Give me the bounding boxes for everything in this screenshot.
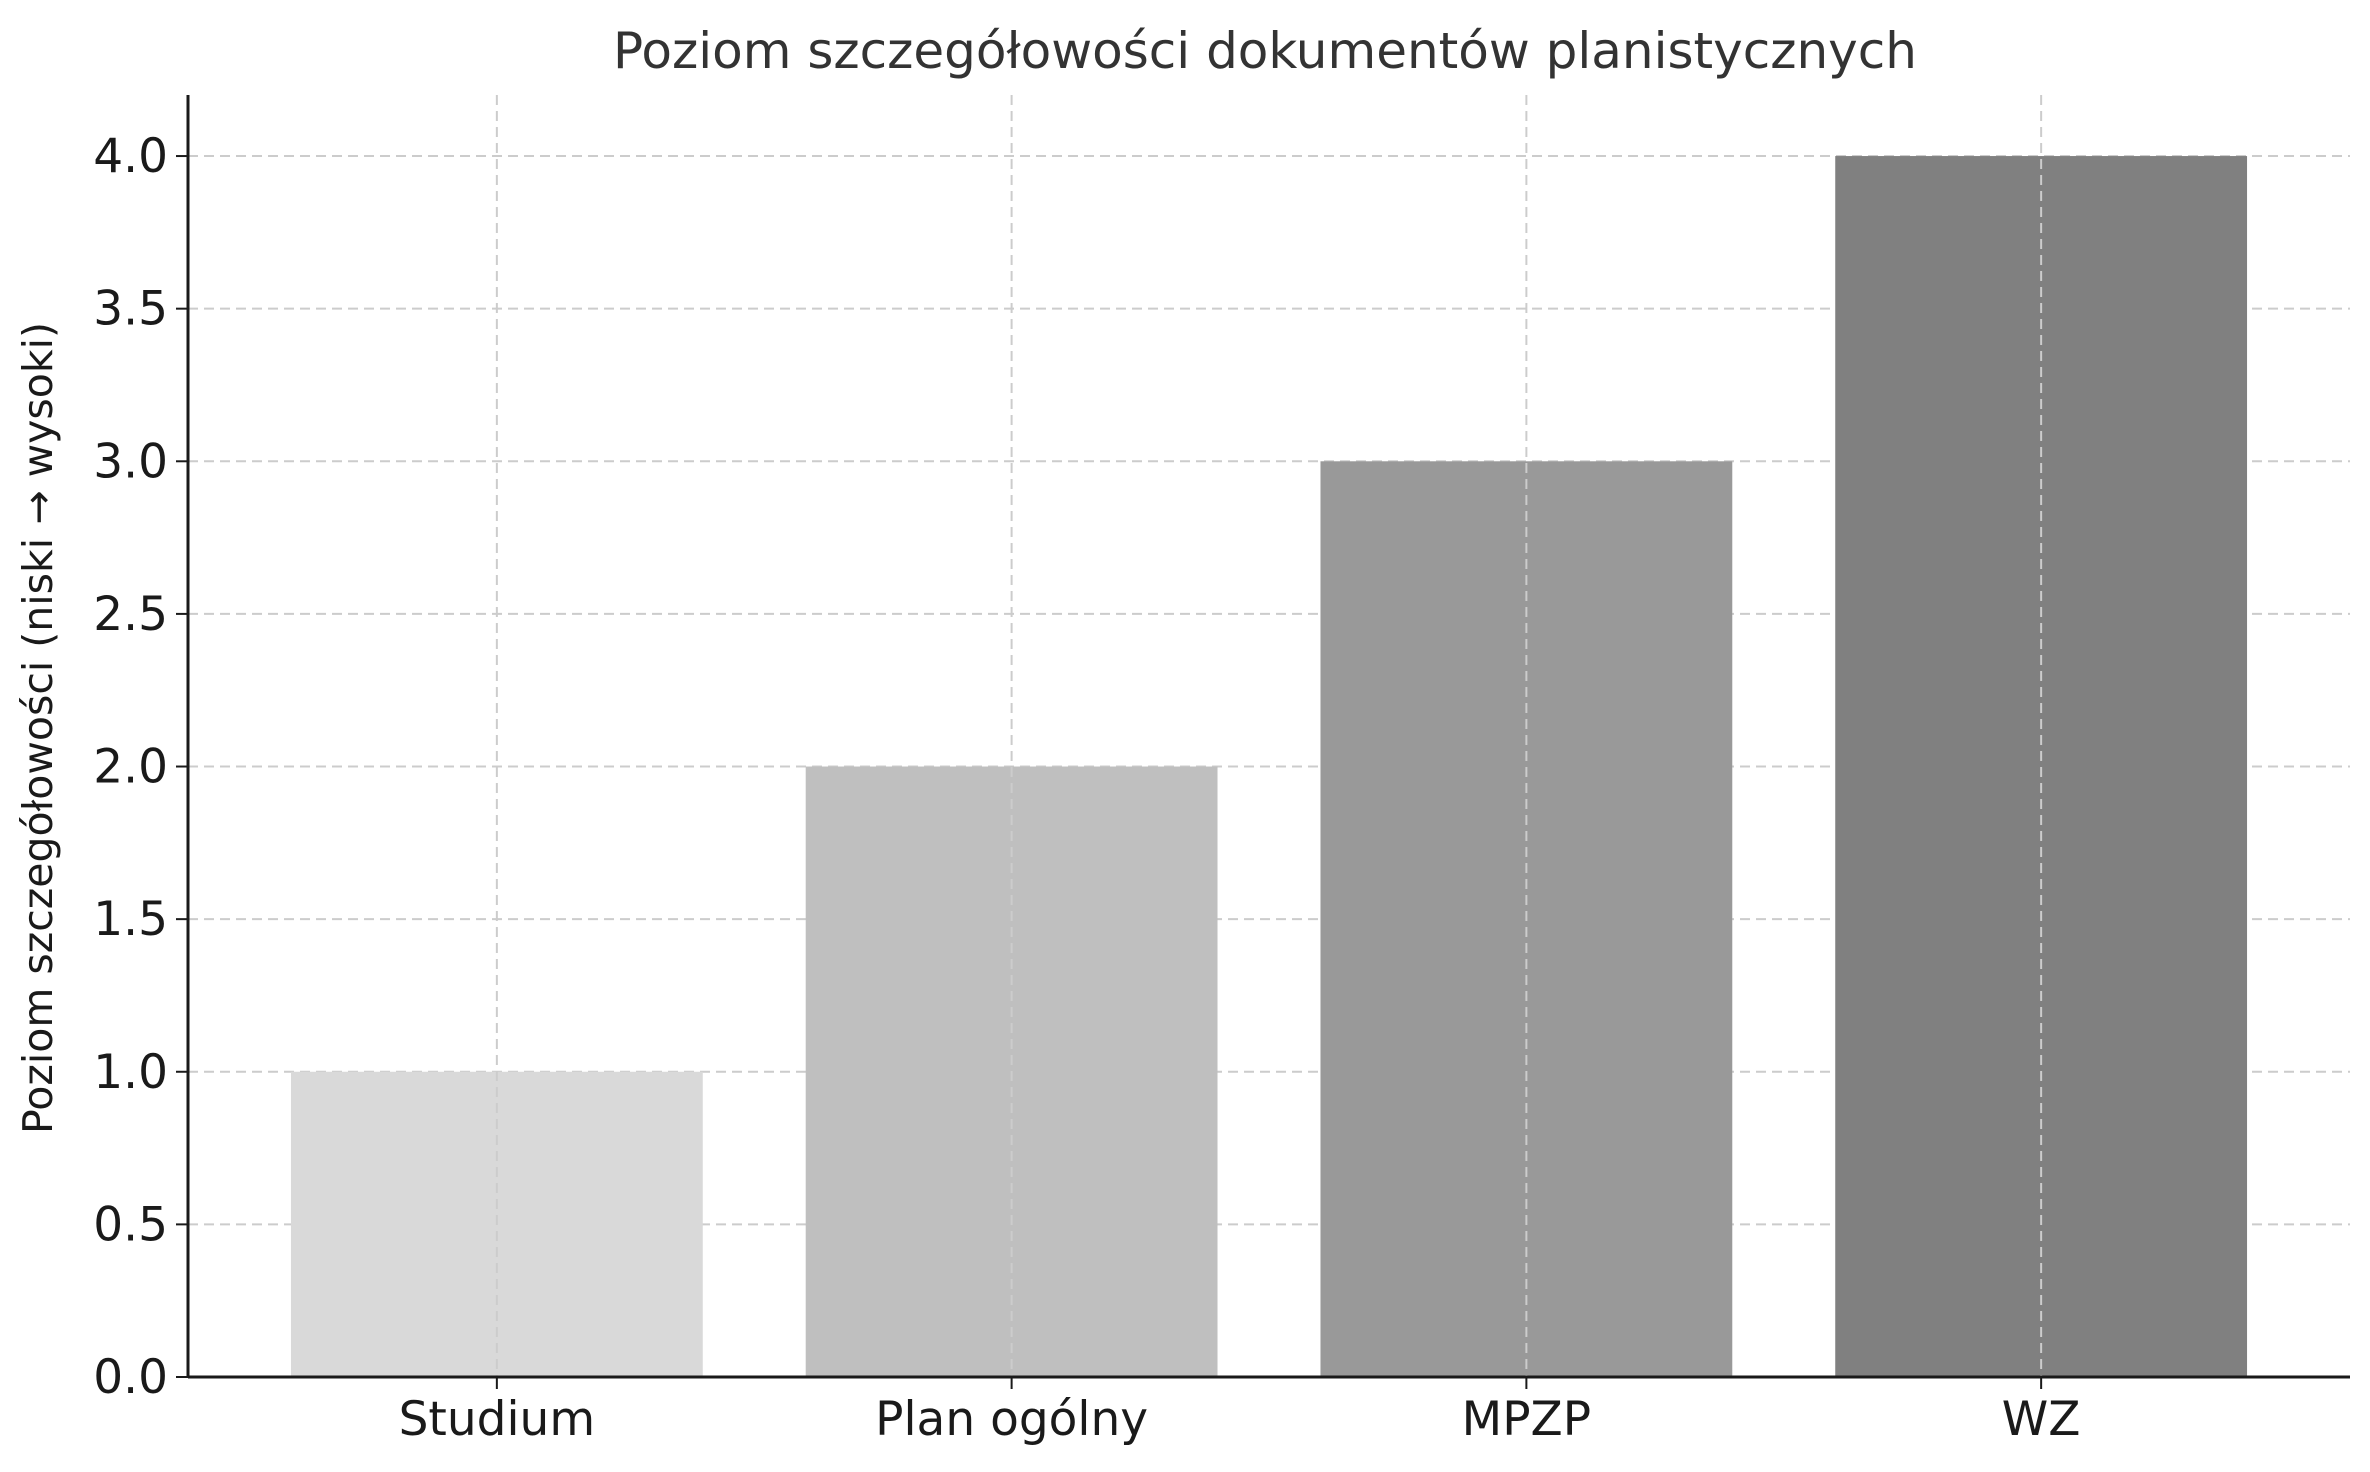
y-tick-label: 4.0 <box>93 129 168 184</box>
y-tick-label: 2.0 <box>93 740 168 795</box>
chart-title: Poziom szczegółowości dokumentów planist… <box>613 22 1917 80</box>
y-tick-label: 3.0 <box>93 434 168 489</box>
axes-layer <box>176 95 2350 1389</box>
x-tick-label: Plan ogólny <box>875 1392 1148 1447</box>
y-tick-label: 1.0 <box>93 1045 168 1100</box>
y-tick-label: 1.5 <box>93 892 168 947</box>
vertical-grid-layer <box>495 95 2043 1377</box>
y-axis-label: Poziom szczegółowości (niski → wysoki) <box>14 322 62 1134</box>
y-tick-label: 0.0 <box>93 1350 168 1405</box>
y-tick-label: 2.5 <box>93 587 168 642</box>
x-tick-label: MPZP <box>1462 1392 1591 1447</box>
tick-labels-layer: 0.0 0.5 1.0 1.5 2.0 2.5 3.0 3.5 4.0 Studium Plan o… <box>93 129 2080 1447</box>
y-tick-label: 0.5 <box>93 1197 168 1252</box>
y-tick-label: 3.5 <box>93 282 168 337</box>
x-tick-label: WZ <box>2002 1392 2081 1447</box>
x-tick-label: Studium <box>399 1392 596 1447</box>
